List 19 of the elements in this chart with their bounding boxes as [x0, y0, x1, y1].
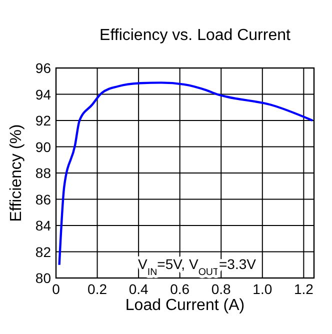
x-tick-label: 0 [52, 281, 60, 297]
y-tick-label: 94 [35, 86, 52, 102]
y-tick-label: 92 [35, 112, 52, 128]
chart-title: Efficiency vs. Load Current [100, 27, 292, 44]
x-tick-label: 1.2 [294, 281, 314, 297]
y-tick-label: 82 [35, 244, 52, 260]
y-tick-label: 84 [35, 218, 52, 234]
x-tick-label: 0.4 [128, 281, 148, 297]
x-tick-label: 0.2 [88, 281, 108, 297]
y-tick-label: 90 [35, 138, 52, 155]
x-tick-label: 0.8 [211, 281, 232, 297]
y-tick-label: 96 [35, 60, 52, 76]
x-tick-label: 0.6 [170, 281, 190, 297]
x-tick-label: 1.0 [252, 281, 272, 297]
y-tick-label: 88 [35, 165, 52, 181]
y-tick-label: 86 [35, 191, 52, 208]
y-tick-label: 80 [35, 270, 52, 286]
x-axis-title: Load Current (A) [125, 297, 245, 314]
y-axis-title: Efficiency (%) [8, 124, 25, 222]
